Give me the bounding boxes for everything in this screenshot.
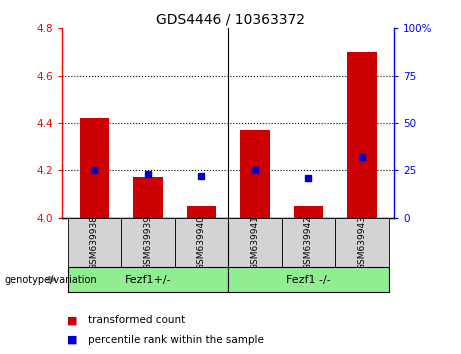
Bar (68, 218, 121, 267)
Text: Fezf1 -/-: Fezf1 -/- (286, 275, 331, 285)
Bar (80, 118, 109, 218)
Text: GSM639939: GSM639939 (143, 215, 153, 270)
Text: Fezf1+/-: Fezf1+/- (124, 275, 171, 285)
Text: GSM639942: GSM639942 (304, 215, 313, 270)
Bar (133, 177, 163, 218)
Bar (228, 267, 389, 292)
Text: GSM639938: GSM639938 (90, 215, 99, 270)
Bar (294, 206, 323, 218)
Text: GSM639941: GSM639941 (250, 215, 260, 270)
Text: percentile rank within the sample: percentile rank within the sample (88, 335, 264, 345)
Text: GDS4446 / 10363372: GDS4446 / 10363372 (156, 12, 305, 27)
Text: transformed count: transformed count (88, 315, 185, 325)
Text: GSM639943: GSM639943 (358, 215, 366, 270)
Bar (228, 218, 282, 267)
Bar (175, 218, 228, 267)
Bar (282, 218, 335, 267)
Bar (121, 218, 175, 267)
Bar (335, 218, 389, 267)
Bar (347, 52, 377, 218)
Text: genotype/variation: genotype/variation (5, 275, 97, 285)
Text: ■: ■ (67, 315, 77, 325)
Text: GSM639940: GSM639940 (197, 215, 206, 270)
Bar (240, 130, 270, 218)
Text: ■: ■ (67, 335, 77, 345)
Bar (187, 206, 216, 218)
Bar (68, 267, 228, 292)
